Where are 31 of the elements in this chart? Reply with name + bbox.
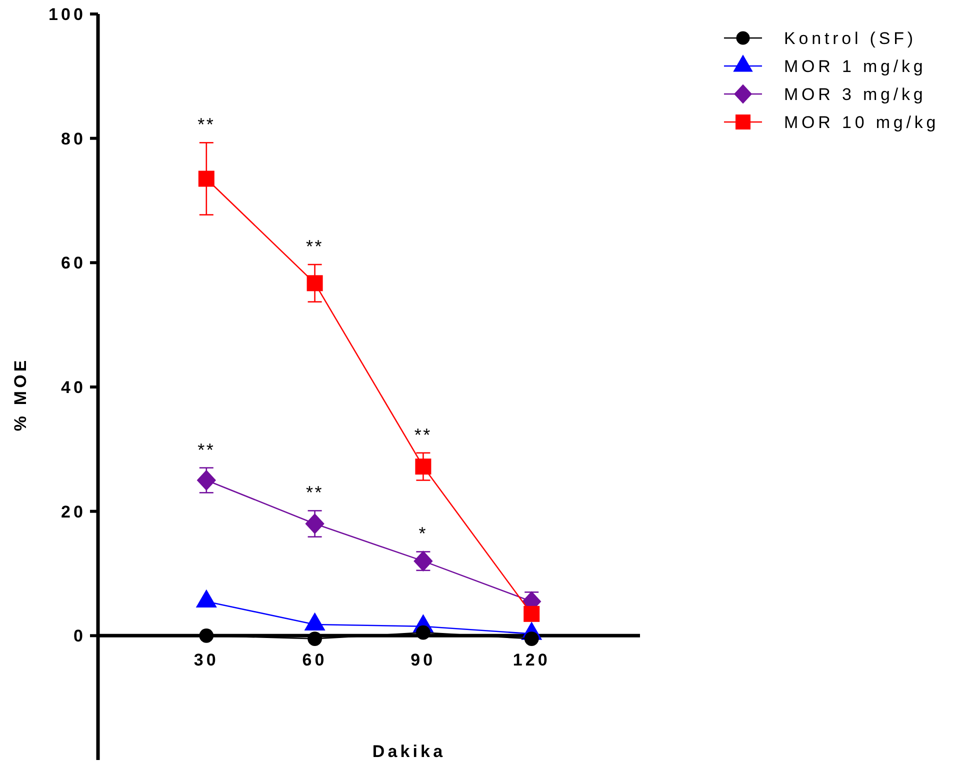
annotation: ** xyxy=(306,236,324,257)
x-tick-label: 60 xyxy=(302,650,328,670)
x-tick-label: 90 xyxy=(410,650,436,670)
y-tick-label: 80 xyxy=(60,129,86,148)
point xyxy=(305,513,324,534)
legend-label: Kontrol (SF) xyxy=(784,28,916,48)
y-tick-label: 60 xyxy=(60,254,86,273)
annotation: ** xyxy=(198,114,216,135)
annotation: * xyxy=(418,524,428,544)
annotation: ** xyxy=(414,424,432,445)
y-tick-label: 40 xyxy=(60,378,86,397)
point xyxy=(415,458,432,475)
point xyxy=(308,632,322,646)
y-tick-label: 0 xyxy=(73,626,86,646)
point xyxy=(306,275,323,292)
annotation: ** xyxy=(198,440,216,460)
x-axis-title: Dakika xyxy=(372,742,446,761)
y-tick-label: 100 xyxy=(48,4,86,24)
legend-label: MOR 3 mg/kg xyxy=(784,84,926,104)
legend-label: MOR 1 mg/kg xyxy=(784,56,926,76)
annotation: ** xyxy=(306,482,324,503)
point xyxy=(416,625,430,640)
point xyxy=(524,632,539,646)
legend-label: MOR 10 mg/kg xyxy=(784,112,940,132)
y-tick-label: 20 xyxy=(60,502,86,522)
y-axis-title: % MOE xyxy=(11,357,30,432)
point xyxy=(524,606,540,622)
point xyxy=(198,170,214,187)
x-tick-label: 120 xyxy=(512,650,550,670)
point xyxy=(199,628,214,643)
x-tick-label: 30 xyxy=(194,650,219,670)
